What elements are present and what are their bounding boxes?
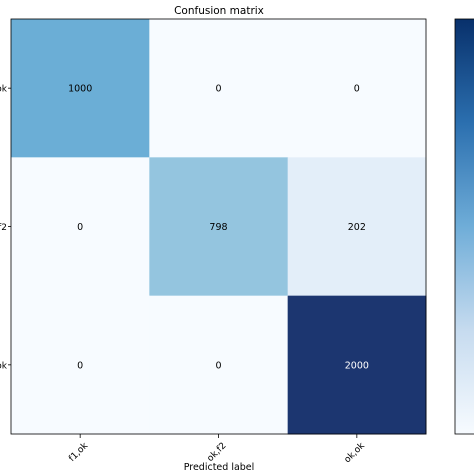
heatmap-cell-1-2 bbox=[287, 157, 427, 297]
y-tick-label-2: ok bbox=[0, 361, 8, 371]
heatmap-cell-label-1-0: 0 bbox=[77, 222, 83, 233]
heatmap-cell-label-2-2: 2000 bbox=[345, 360, 369, 371]
y-tick-label-0: ok bbox=[0, 85, 8, 95]
chart-title: Confusion matrix bbox=[174, 5, 264, 17]
colorbar bbox=[454, 18, 474, 435]
x-tick-label-1: ok,f2 bbox=[206, 441, 229, 464]
heatmap-cell-0-0 bbox=[11, 19, 150, 158]
heatmap-cell-2-2 bbox=[287, 295, 427, 435]
heatmap-cell-label-0-0: 1000 bbox=[68, 84, 92, 95]
x-axis-ticks: f1,ok ok,f2 ok,ok bbox=[67, 434, 367, 465]
x-tick-label-2: ok,ok bbox=[343, 440, 368, 465]
heatmap-cell-label-2-0: 0 bbox=[77, 360, 83, 371]
heatmap-cell-label-1-1: 798 bbox=[209, 222, 227, 233]
y-axis-ticks: ok f2 ok bbox=[0, 85, 11, 371]
y-tick-label-1: f2 bbox=[0, 223, 7, 233]
heatmap-cell-label-2-1: 0 bbox=[215, 360, 221, 371]
heatmap-cell-1-1 bbox=[149, 157, 289, 297]
x-axis-label: Predicted label bbox=[184, 462, 255, 473]
heatmap-cell-2-0 bbox=[11, 295, 150, 435]
heatmap-cell-label-0-2: 0 bbox=[354, 84, 360, 95]
heatmap-cell-0-1 bbox=[149, 19, 289, 158]
heatmap-cell-1-0 bbox=[11, 157, 150, 297]
heatmap-cell-labels: 1000 0 0 0 798 202 0 0 2000 bbox=[68, 84, 369, 372]
heatmap-cells bbox=[11, 19, 427, 435]
heatmap-cell-label-1-2: 202 bbox=[348, 222, 366, 233]
heatmap-cell-label-0-1: 0 bbox=[215, 84, 221, 95]
x-tick-label-0: f1,ok bbox=[67, 440, 91, 464]
heatmap-cell-0-2 bbox=[287, 19, 427, 158]
heatmap-cell-2-1 bbox=[149, 295, 289, 435]
